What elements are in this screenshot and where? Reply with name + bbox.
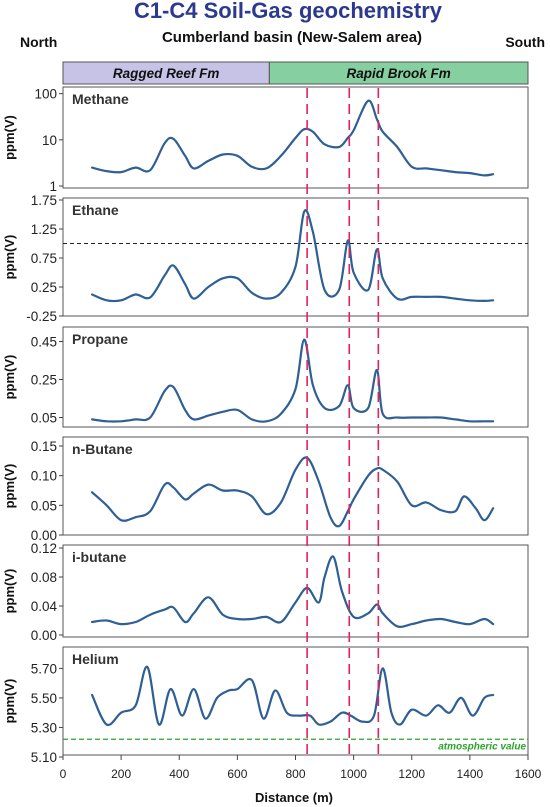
formation-label-1: Ragged Reef Fm bbox=[113, 66, 220, 81]
x-tick-label: 1600 bbox=[515, 767, 542, 781]
series-line-helium bbox=[91, 665, 495, 727]
y-tick-label: 0.25 bbox=[31, 373, 57, 388]
y-tick-label: 0.10 bbox=[31, 469, 57, 484]
x-tick-label: 1400 bbox=[457, 767, 484, 781]
y-tick-label: 5.10 bbox=[31, 750, 57, 765]
y-axis-label: ppm(V) bbox=[2, 569, 17, 614]
y-tick-label: 0.05 bbox=[31, 411, 57, 426]
panel-label: Methane bbox=[72, 91, 129, 107]
panel-label: Helium bbox=[72, 651, 119, 667]
y-axis-label: ppm(V) bbox=[2, 235, 17, 280]
panel-label: n-Butane bbox=[72, 441, 133, 457]
series-line-methane bbox=[91, 99, 495, 177]
y-tick-label: 0.00 bbox=[31, 628, 57, 643]
x-tick-label: 200 bbox=[111, 767, 131, 781]
panel-i-butane: 0.00 0.04 0.08 0.12 ppm(V) i-butane bbox=[2, 541, 529, 643]
panel-label: Propane bbox=[72, 331, 128, 347]
y-tick-label: 0.15 bbox=[31, 439, 57, 454]
x-tick-label: 400 bbox=[169, 767, 189, 781]
series-line-n-butane bbox=[91, 456, 495, 528]
y-tick-label: 0.75 bbox=[31, 251, 57, 266]
y-tick-label: 100 bbox=[34, 87, 57, 102]
y-tick-label: 1 bbox=[49, 179, 57, 194]
x-axis-label: Distance (m) bbox=[255, 790, 333, 805]
y-tick-label: 0.12 bbox=[31, 541, 57, 556]
y-axis-label: ppm(V) bbox=[2, 679, 17, 724]
x-tick-label: 0 bbox=[60, 767, 67, 781]
panel-label: i-butane bbox=[72, 549, 127, 565]
y-axis-label: ppm(V) bbox=[2, 464, 17, 509]
x-tick-label: 1000 bbox=[340, 767, 367, 781]
x-tick-label: 1200 bbox=[398, 767, 425, 781]
panel-n-butane: 0.00 0.05 0.10 0.15 ppm(V) n-Butane bbox=[2, 436, 529, 543]
x-tick-label: 800 bbox=[285, 767, 305, 781]
x-tick-label: 600 bbox=[227, 767, 247, 781]
y-tick-label: 5.50 bbox=[31, 691, 57, 706]
panel-frame bbox=[62, 326, 529, 428]
x-axis: 0 200 400 600 800 1000 1200 1400 1600 bbox=[60, 755, 542, 781]
formation-band-2 bbox=[268, 61, 529, 85]
y-tick-label: 0.05 bbox=[31, 498, 57, 513]
y-axis-label: ppm(V) bbox=[2, 355, 17, 400]
y-tick-label: -0.25 bbox=[26, 309, 57, 324]
panel-label: Ethane bbox=[72, 202, 119, 218]
y-tick-label: 1.25 bbox=[31, 222, 57, 237]
y-tick-label: 5.30 bbox=[31, 720, 57, 735]
y-tick-label: 0.45 bbox=[31, 335, 57, 350]
south-label: South bbox=[505, 34, 545, 50]
atmospheric-label: atmospheric value bbox=[438, 741, 526, 752]
panel-ethane: -0.25 0.25 0.75 1.25 1.75 ppm(V) Ethane bbox=[2, 193, 529, 324]
panel-frame bbox=[62, 436, 529, 536]
panel-methane: 1 10 100 ppm(V) Methane bbox=[2, 86, 529, 194]
y-tick-label: 1.75 bbox=[31, 193, 57, 208]
chart-subtitle: Cumberland basin (New-Salem area) bbox=[162, 29, 422, 46]
series-line-ethane bbox=[91, 209, 495, 303]
y-tick-label: 0.04 bbox=[31, 599, 58, 614]
chart-title: C1-C4 Soil-Gas geochemistry bbox=[134, 0, 443, 23]
formation-label-2: Rapid Brook Fm bbox=[347, 66, 451, 81]
chart-panels: 1 10 100 ppm(V) Methane -0.25 0.25 0.75 1.25 1.75… bbox=[2, 86, 529, 765]
y-axis-label: ppm(V) bbox=[2, 115, 17, 160]
north-label: North bbox=[20, 34, 57, 50]
panel-frame bbox=[62, 646, 529, 756]
formation-bar: Ragged Reef Fm Rapid Brook Fm bbox=[62, 61, 529, 85]
y-tick-label: 0.00 bbox=[31, 528, 57, 543]
panel-helium: 5.10 5.30 5.50 5.70 ppm(V) Helium atmospheric … bbox=[2, 646, 529, 765]
y-tick-label: 0.25 bbox=[31, 280, 57, 295]
panel-propane: 0.05 0.25 0.45 ppm(V) Propane bbox=[2, 326, 529, 428]
y-tick-label: 10 bbox=[42, 133, 57, 148]
series-line-propane bbox=[91, 338, 495, 423]
y-tick-label: 5.70 bbox=[31, 661, 57, 676]
y-tick-label: 0.08 bbox=[31, 570, 57, 585]
